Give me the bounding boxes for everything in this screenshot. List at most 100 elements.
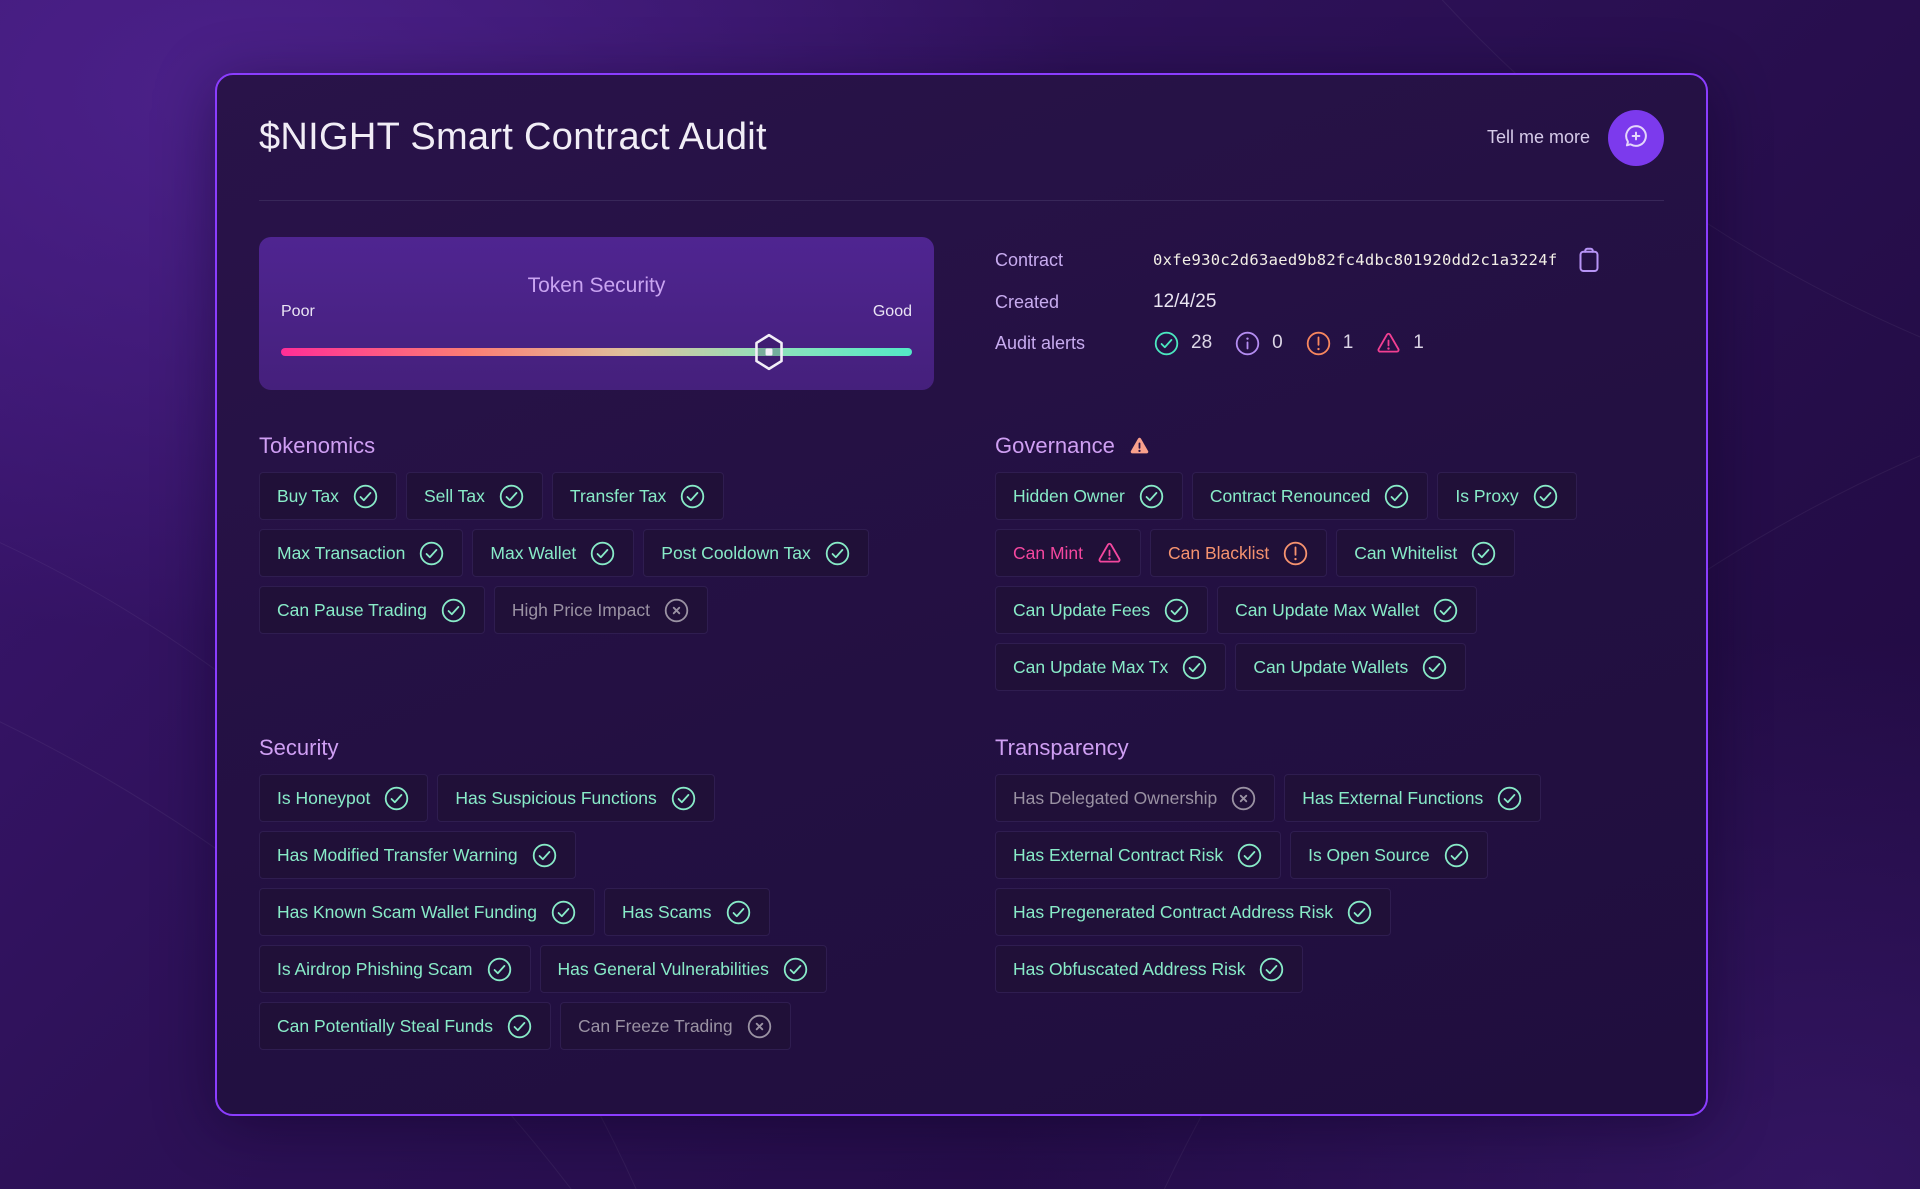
contract-label: Contract [995, 249, 1064, 270]
badge-label: Is Open Source [1308, 844, 1430, 865]
contract-address: 0xfe930c2d63aed9b82fc4dbc801920dd2c1a322… [1153, 251, 1558, 269]
badge-label: Has Suspicious Functions [455, 787, 657, 808]
badge-label: Has External Contract Risk [1013, 844, 1224, 865]
badge-can-potentially-steal-funds: Can Potentially Steal Funds [259, 1002, 551, 1050]
security-score-track [281, 333, 912, 371]
section-security: Security Is Honeypot Has Suspicious Functi… [259, 734, 934, 1050]
badge-hidden-owner: Hidden Owner [995, 472, 1183, 520]
badge-has-external-functions: Has External Functions [1284, 774, 1542, 822]
tell-me-more-label: Tell me more [1486, 127, 1590, 147]
card-header: $NIGHT Smart Contract Audit Tell me more [259, 75, 1664, 201]
badge-has-obfuscated-address-risk: Has Obfuscated Address Risk [995, 945, 1304, 993]
badge-label: Transfer Tax [569, 485, 667, 506]
check-circle-icon [498, 483, 525, 510]
badge-can-blacklist: Can Blacklist [1150, 529, 1328, 577]
badge-high-price-impact: High Price Impact [493, 586, 708, 634]
check-circle-icon [725, 899, 752, 926]
badge-can-mint: Can Mint [995, 529, 1142, 577]
check-circle-icon [506, 1013, 533, 1040]
check-circle-icon [550, 899, 577, 926]
audit-alert: 1 [1305, 330, 1354, 357]
badge-can-update-max-wallet: Can Update Max Wallet [1217, 586, 1478, 634]
alert-count: 0 [1272, 332, 1283, 353]
section-transparency: Transparency Has Delegated Ownership Has E… [995, 734, 1669, 1050]
badge-label: Hidden Owner [1013, 485, 1125, 506]
meter-label-good: Good [872, 303, 912, 320]
badge-post-cooldown-tax: Post Cooldown Tax [643, 529, 869, 577]
badge-can-update-wallets: Can Update Wallets [1235, 643, 1467, 691]
badge-can-freeze-trading: Can Freeze Trading [559, 1002, 791, 1050]
section-title: Transparency [995, 735, 1129, 760]
badge-contract-renounced: Contract Renounced [1191, 472, 1429, 520]
check-circle-icon [1153, 330, 1180, 357]
badge-has-pregenerated-contract-address-risk: Has Pregenerated Contract Address Risk [995, 888, 1392, 936]
badge-label: Buy Tax [277, 485, 339, 506]
created-date: 12/4/25 [1153, 291, 1217, 312]
check-circle-icon [589, 540, 616, 567]
alert-circle-icon [1282, 540, 1309, 567]
check-circle-icon [1470, 540, 1497, 567]
section-title: Governance [995, 433, 1115, 458]
check-circle-icon [1346, 899, 1373, 926]
badge-can-pause-trading: Can Pause Trading [259, 586, 485, 634]
badge-buy-tax: Buy Tax [259, 472, 397, 520]
security-score-handle [755, 333, 784, 371]
badge-label: Can Potentially Steal Funds [277, 1015, 493, 1036]
badge-label: Has External Functions [1302, 787, 1484, 808]
badge-label: Can Freeze Trading [577, 1015, 733, 1036]
created-label: Created [995, 291, 1060, 312]
badge-can-whitelist: Can Whitelist [1336, 529, 1516, 577]
check-circle-icon [383, 785, 410, 812]
tell-me-more-button[interactable] [1608, 109, 1664, 166]
chat-plus-icon [1621, 121, 1651, 154]
audit-card: $NIGHT Smart Contract Audit Tell me more… [215, 73, 1708, 1116]
check-circle-icon [418, 540, 445, 567]
badge-label: Has Pregenerated Contract Address Risk [1013, 901, 1334, 922]
badge-can-update-max-tx: Can Update Max Tx [995, 643, 1227, 691]
alert-circle-icon [1305, 330, 1332, 357]
tell-me-more: Tell me more [1486, 109, 1664, 166]
badge-has-scams: Has Scams [604, 888, 770, 936]
check-circle-icon [782, 956, 809, 983]
badge-label: Can Whitelist [1354, 542, 1458, 563]
audit-alert: 0 [1234, 330, 1283, 357]
card-content: Token Security Poor Good C [259, 201, 1664, 1050]
badge-label: Post Cooldown Tax [661, 542, 811, 563]
badge-label: Sell Tax [423, 485, 485, 506]
copy-address-button[interactable] [1574, 245, 1604, 275]
alert-count: 1 [1342, 332, 1354, 353]
section-title: Security [259, 735, 339, 760]
badge-has-suspicious-functions: Has Suspicious Functions [437, 774, 715, 822]
meter-title: Token Security [527, 274, 666, 297]
badge-max-wallet: Max Wallet [472, 529, 635, 577]
badge-label: Can Update Wallets [1253, 656, 1409, 677]
token-security-panel: Token Security Poor Good [259, 237, 934, 390]
alert-triangle-icon [1375, 330, 1402, 357]
check-circle-icon [1138, 483, 1165, 510]
badge-label: Has Scams [622, 901, 712, 922]
section-tokenomics: Tokenomics Buy Tax Sell Tax Transfer Tax Max… [259, 432, 934, 691]
audit-alert: 1 [1375, 330, 1424, 357]
badge-can-update-fees: Can Update Fees [995, 586, 1209, 634]
check-circle-icon [670, 785, 697, 812]
badge-label: High Price Impact [511, 599, 650, 620]
x-circle-icon [746, 1013, 773, 1040]
audit-alert: 28 [1153, 330, 1212, 357]
badge-max-transaction: Max Transaction [259, 529, 464, 577]
x-circle-icon [663, 597, 690, 624]
check-circle-icon [531, 842, 558, 869]
alert-count: 1 [1413, 332, 1424, 353]
badge-is-open-source: Is Open Source [1290, 831, 1488, 879]
badge-label: Can Pause Trading [277, 599, 427, 620]
check-circle-icon [486, 956, 513, 983]
badge-label: Has Obfuscated Address Risk [1013, 958, 1246, 979]
badge-is-airdrop-phishing-scam: Is Airdrop Phishing Scam [259, 945, 531, 993]
contract-info: Contract 0xfe930c2d63aed9b82fc4dbc801920… [995, 237, 1669, 390]
badge-is-proxy: Is Proxy [1437, 472, 1577, 520]
badge-label: Max Transaction [277, 542, 406, 563]
section-title: Tokenomics [259, 433, 376, 458]
badge-label: Has Modified Transfer Warning [277, 844, 518, 865]
page-title: $NIGHT Smart Contract Audit [259, 116, 767, 158]
badge-label: Can Blacklist [1168, 542, 1270, 563]
